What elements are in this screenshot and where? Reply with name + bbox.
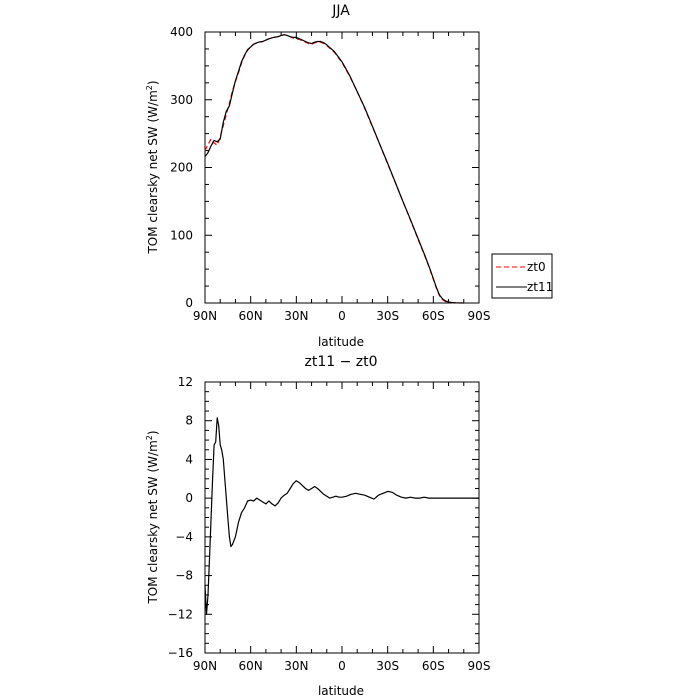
top-panel: JJA 90N 60N 30N 0 30S 60S 90S 0 100 200 300 400 la…	[145, 3, 553, 349]
bottom-axis-ticks	[204, 381, 480, 654]
top-series-lines	[204, 34, 464, 304]
bottom-series-line	[204, 417, 479, 615]
bottom-panel: zt11 − zt0 90N 60N 30N 0 30S 60S 90S −16−12−8−…	[145, 354, 490, 698]
top-x-tick-label: 60N	[239, 309, 263, 323]
bottom-y-tick-label: 4	[185, 452, 193, 466]
bottom-y-axis-label: TOM clearsky net SW (W/m2)	[145, 430, 160, 604]
bottom-x-tick-label: 60N	[239, 659, 263, 673]
top-y-tick-label: 300	[170, 93, 193, 107]
bottom-y-axis-label-main: TOM clearsky net SW (W/m	[146, 440, 160, 604]
top-series-line-zt11	[204, 34, 464, 304]
bottom-x-tick-label: 0	[338, 659, 346, 673]
bottom-y-tick-label: 12	[178, 375, 193, 389]
bottom-x-tick-label: 30N	[284, 659, 308, 673]
top-x-axis-label: latitude	[318, 335, 364, 349]
top-x-tick-label: 60S	[422, 309, 445, 323]
bottom-y-tick-label: −12	[168, 607, 193, 621]
top-y-tick-label: 200	[170, 161, 193, 175]
top-x-tick-label: 30N	[284, 309, 308, 323]
bottom-y-axis-label-close: )	[146, 430, 160, 435]
bottom-x-tick-label: 60S	[422, 659, 445, 673]
top-y-axis-label: TOM clearsky net SW (W/m2)	[145, 80, 160, 254]
top-x-tick-label: 0	[338, 309, 346, 323]
top-y-tick-labels: 0 100 200 300 400	[170, 25, 193, 310]
bottom-x-tick-label: 90S	[468, 659, 491, 673]
top-y-axis-label-close: )	[146, 80, 160, 85]
top-y-axis-label-main: TOM clearsky net SW (W/m	[146, 90, 160, 254]
bottom-y-axis-label-superscript: 2	[145, 435, 154, 440]
bottom-y-tick-label: 0	[185, 491, 193, 505]
legend-frame	[491, 253, 553, 299]
top-y-tick-label: 100	[170, 228, 193, 242]
bottom-panel-title: zt11 − zt0	[304, 354, 377, 370]
bottom-y-tick-label: −16	[168, 646, 193, 660]
top-x-tick-label: 90S	[468, 309, 491, 323]
legend-label-zt11: zt11	[527, 280, 553, 294]
bottom-series-lines	[204, 417, 479, 615]
bottom-x-axis-label: latitude	[318, 684, 364, 698]
bottom-y-tick-label: −8	[175, 569, 193, 583]
legend: zt0 zt11	[491, 253, 553, 299]
legend-label-zt0: zt0	[527, 260, 546, 274]
bottom-x-tick-labels: 90N 60N 30N 0 30S 60S 90S	[193, 659, 491, 673]
top-y-tick-label: 400	[170, 25, 193, 39]
bottom-y-tick-label: −4	[175, 530, 193, 544]
top-axis-ticks	[204, 31, 480, 304]
top-x-tick-label: 30S	[376, 309, 399, 323]
top-x-tick-labels: 90N 60N 30N 0 30S 60S 90S	[193, 309, 491, 323]
bottom-x-tick-label: 30S	[376, 659, 399, 673]
top-y-axis-label-superscript: 2	[145, 85, 154, 90]
bottom-x-tick-label: 90N	[193, 659, 217, 673]
top-y-tick-label: 0	[185, 296, 193, 310]
top-x-tick-label: 90N	[193, 309, 217, 323]
bottom-y-tick-labels: −16 −12 −8 −4 0 4 8 12	[168, 375, 193, 660]
top-panel-title: JJA	[331, 3, 350, 19]
bottom-y-tick-label: 8	[185, 414, 193, 428]
